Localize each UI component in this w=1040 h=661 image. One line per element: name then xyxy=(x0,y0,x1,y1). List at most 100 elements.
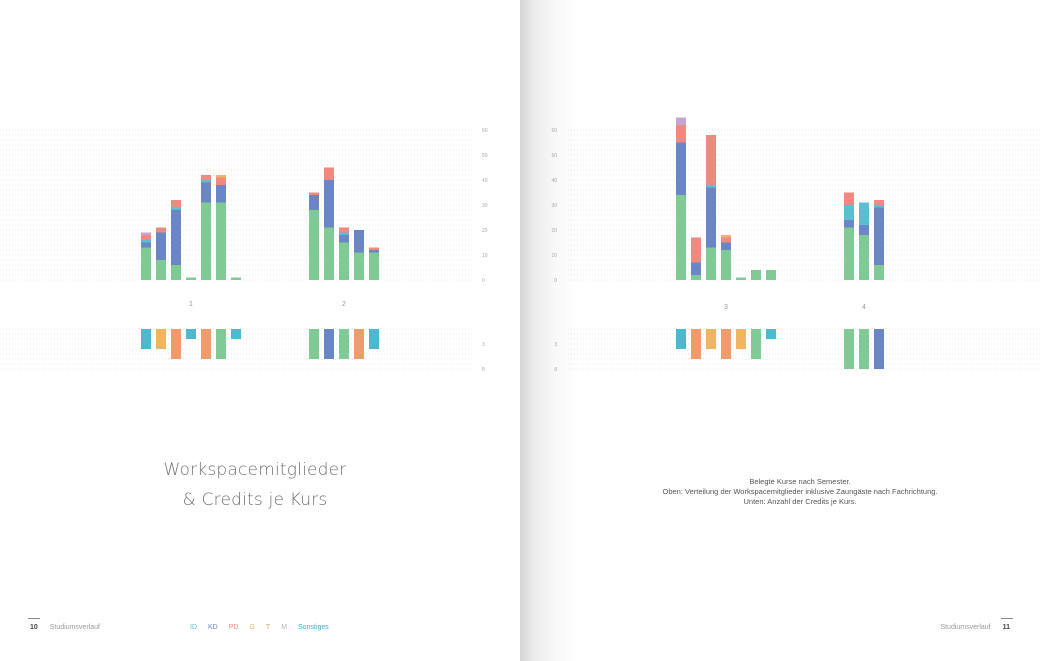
credit-bar-g xyxy=(736,329,746,349)
credit-bar-id xyxy=(231,329,241,339)
credit-bar-g xyxy=(156,329,166,349)
section-name-right: Studiumsverlauf xyxy=(940,624,991,631)
y-tick-label: 3 xyxy=(482,342,485,348)
bar-segment-sonstiges xyxy=(156,260,166,280)
bar-segment-g xyxy=(721,235,731,238)
y-tick-label: 30 xyxy=(482,203,488,209)
credit-bar-t xyxy=(691,329,701,359)
y-tick-label: 50 xyxy=(482,153,488,159)
bar-segment-kd xyxy=(216,185,226,203)
bar-segment-id xyxy=(339,232,349,235)
bar-segment-pd xyxy=(369,247,379,250)
bar-segment-pd xyxy=(201,175,211,180)
y-tick-label: 30 xyxy=(551,203,557,209)
group-label: 1 xyxy=(189,301,193,308)
bar-segment-pd xyxy=(156,227,166,233)
y-tick-label: 40 xyxy=(551,178,557,184)
legend-item-id: ID xyxy=(190,624,197,631)
bar-segment-kd xyxy=(171,210,181,265)
credit-bar-id xyxy=(369,329,379,349)
bar-segment-id xyxy=(201,180,211,183)
bar-segment-kd xyxy=(201,182,211,203)
y-tick-label: 50 xyxy=(551,153,557,159)
bar-segment-m xyxy=(676,117,686,125)
bar-segment-sonstiges xyxy=(231,277,241,280)
page-number-left: 10 xyxy=(30,624,38,631)
bar-segment-pd xyxy=(691,237,701,263)
right-footer: Studiumsverlauf 11 xyxy=(940,624,1010,631)
y-tick-label: 40 xyxy=(482,178,488,184)
credit-bar-sonstiges xyxy=(339,329,349,359)
bar-segment-id xyxy=(706,185,716,188)
y-tick-label: 10 xyxy=(551,253,557,259)
y-tick-label: 10 xyxy=(482,253,488,259)
bar-segment-kd xyxy=(874,207,884,265)
caption-line-1: Belegte Kurse nach Semester. xyxy=(749,477,851,486)
legend-item-t: T xyxy=(265,624,271,631)
bar-segment-sonstiges xyxy=(874,265,884,280)
credit-bar-kd xyxy=(324,329,334,359)
bar-segment-pd xyxy=(844,192,854,205)
y-tick-label: 20 xyxy=(482,228,488,234)
left-page: 0 10 20 30 40 50 60 1 2 3 8 Workspacemitglieder & … xyxy=(0,0,520,661)
bar-segment-kd xyxy=(324,180,334,228)
right-page: 0 10 20 30 40 50 60 3 4 3 8 Belegte Kurse nach Sem… xyxy=(520,0,1040,661)
credit-bar-sonstiges xyxy=(844,329,854,369)
bar-segment-kd xyxy=(354,230,364,253)
y-tick-label: 0 xyxy=(554,278,557,284)
bar-segment-sonstiges xyxy=(736,277,746,280)
bar-segment-sonstiges xyxy=(766,270,776,280)
legend-item-pd: PD xyxy=(228,624,239,631)
credit-bar-t xyxy=(354,329,364,359)
title-line-2: & Credits je Kurs xyxy=(182,490,328,510)
y-tick-label: 60 xyxy=(551,128,557,134)
group-label: 2 xyxy=(342,301,346,308)
bar-segment-kd xyxy=(859,225,869,235)
left-footer: 10 Studiumsverlauf xyxy=(30,624,100,631)
caption-line-2: Oben: Verteilung der Workspacemitglieder… xyxy=(662,487,938,496)
bar-segment-id xyxy=(859,202,869,225)
bar-segment-sonstiges xyxy=(171,265,181,280)
bar-segment-id xyxy=(171,207,181,210)
bar-segment-pd xyxy=(706,135,716,185)
bar-segment-kd xyxy=(691,262,701,275)
bar-segment-kd xyxy=(369,250,379,253)
bar-segment-sonstiges xyxy=(354,252,364,280)
bar-segment-pd xyxy=(324,167,334,180)
credit-bar-t xyxy=(721,329,731,359)
bar-segment-sonstiges xyxy=(844,227,854,280)
y-tick-label: 20 xyxy=(551,228,557,234)
credit-bar-id xyxy=(141,329,151,349)
section-name-left: Studiumsverlauf xyxy=(49,624,100,631)
credit-bar-kd xyxy=(874,329,884,369)
credit-bar-t xyxy=(201,329,211,359)
title-line-1: Workspacemitglieder xyxy=(163,460,347,480)
y-tick-label: 60 xyxy=(482,128,488,134)
bar-segment-sonstiges xyxy=(141,247,151,280)
caption-line-3: Unten: Anzahl der Credits je Kurs. xyxy=(743,497,857,506)
bar-segment-id xyxy=(141,240,151,243)
group-label: 3 xyxy=(724,304,728,311)
credit-bar-sonstiges xyxy=(216,329,226,359)
bar-segment-pd xyxy=(676,125,686,143)
bar-segment-pd xyxy=(141,235,151,240)
bar-segment-sonstiges xyxy=(691,275,701,280)
right-charts: 0 10 20 30 40 50 60 3 4 3 8 xyxy=(551,117,1040,373)
bar-segment-sonstiges xyxy=(324,227,334,280)
bar-segment-sonstiges xyxy=(676,195,686,280)
bar-segment-sonstiges xyxy=(859,235,869,280)
bar-segment-pd xyxy=(216,177,226,185)
bar-segment-pd xyxy=(874,200,884,205)
credit-bar-sonstiges xyxy=(309,329,319,359)
credit-bar-id xyxy=(186,329,196,339)
bar-segment-kd xyxy=(721,242,731,250)
y-tick-label: 8 xyxy=(482,367,485,373)
credit-bar-id xyxy=(766,329,776,339)
figure-caption: Belegte Kurse nach Semester. Oben: Verte… xyxy=(645,477,955,507)
legend-item-g: G xyxy=(249,624,255,631)
bar-segment-m xyxy=(141,232,151,235)
credit-bar-g xyxy=(706,329,716,349)
y-tick-label: 8 xyxy=(554,367,557,373)
bar-segment-id xyxy=(874,205,884,208)
